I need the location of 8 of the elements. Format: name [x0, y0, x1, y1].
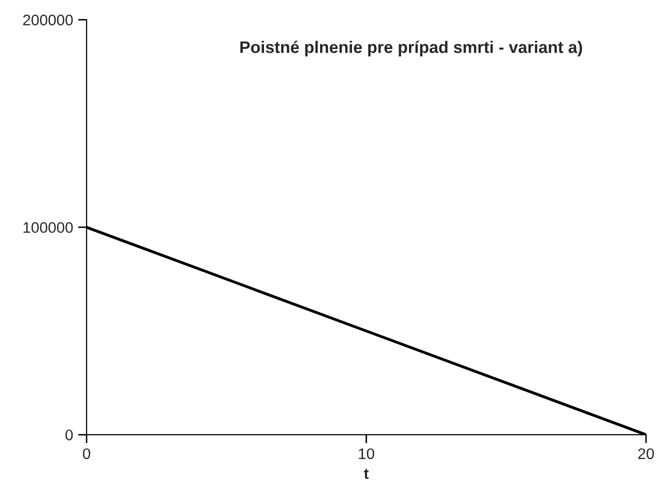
x-tick-label: 0	[82, 448, 90, 460]
y-tick-label: 0	[65, 430, 73, 440]
text: Poistné plnenie pre prípad smrti - variant a)	[240, 40, 582, 56]
y-tick-label: 200000	[23, 14, 73, 26]
x-tick-label: 20	[638, 448, 654, 460]
x-axis-title: t	[364, 468, 369, 479]
x-tick-label: 10	[358, 448, 374, 460]
y-tick-label: 100000	[24, 222, 73, 233]
